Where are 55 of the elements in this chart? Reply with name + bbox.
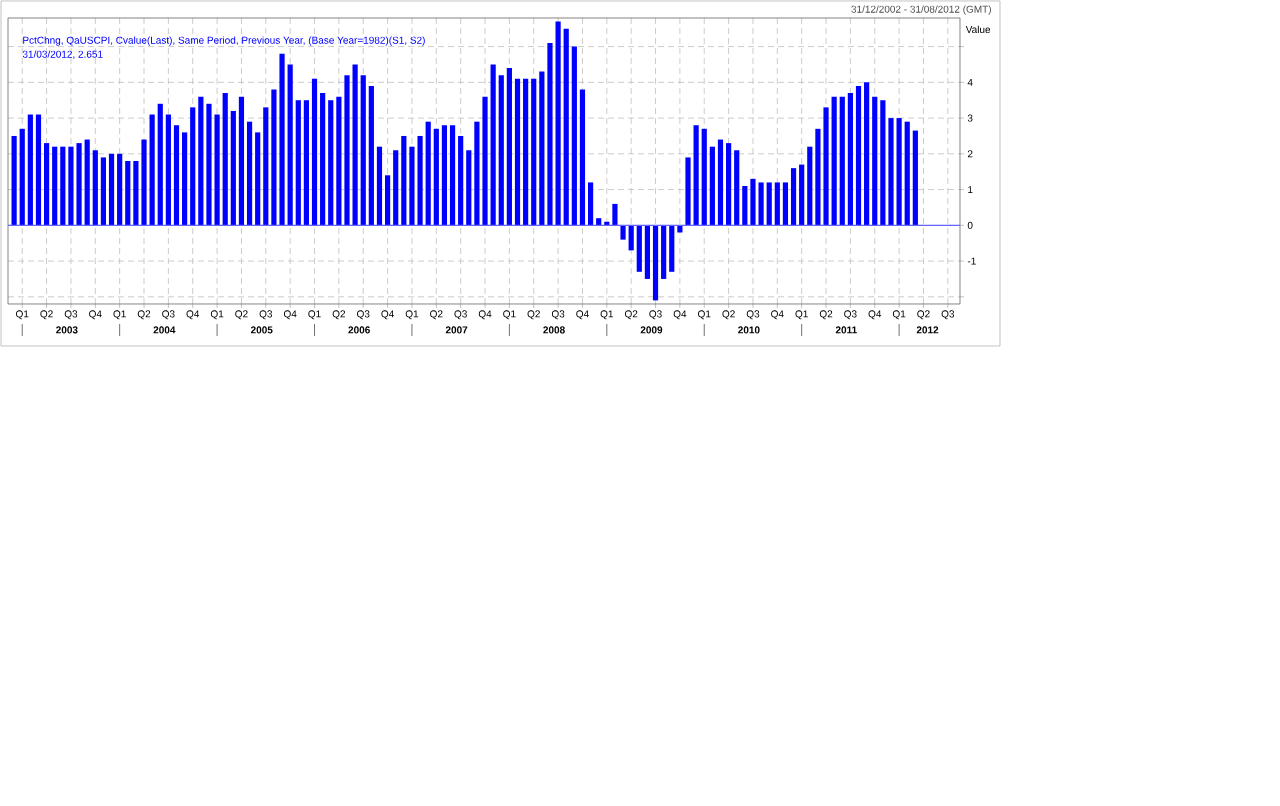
bar [847,93,853,226]
bar [311,78,318,226]
bar [206,103,212,226]
bar [352,64,358,226]
bar [555,21,561,226]
bar [328,100,334,226]
bar [523,78,529,226]
bar [76,143,82,226]
bar [669,225,675,272]
bar [839,96,845,226]
bar [68,146,74,226]
bar [864,82,870,226]
bar [750,178,756,226]
bar [157,103,163,226]
bar [652,225,659,301]
bar [880,100,886,226]
bar [238,96,245,226]
bar [279,53,285,226]
bar [563,28,569,226]
bar [108,153,115,226]
bar [701,128,707,226]
bar [693,125,699,226]
bar [790,168,797,226]
bar [766,182,772,226]
bar [425,121,431,226]
bar [52,146,58,226]
bar [506,68,512,226]
bar [531,78,537,226]
bar [433,128,439,226]
bar [441,125,448,226]
bar [11,135,17,226]
bar [726,143,732,226]
bar [904,121,910,226]
bar [855,85,862,226]
bar [117,153,123,226]
bar [35,114,42,226]
bar [636,225,642,272]
bar [734,150,740,226]
bar [60,146,66,226]
bar [912,130,918,226]
bar [125,160,131,226]
bar [774,182,780,226]
bar [100,157,107,226]
bar [198,96,204,226]
bar [758,182,764,226]
bar [222,93,228,226]
bar [27,114,33,226]
bar [490,64,496,226]
bar [401,135,407,226]
bar [831,96,837,226]
bar [449,125,456,226]
bar [84,139,90,226]
bar [717,139,724,226]
bar [612,203,618,226]
bar [896,118,902,226]
